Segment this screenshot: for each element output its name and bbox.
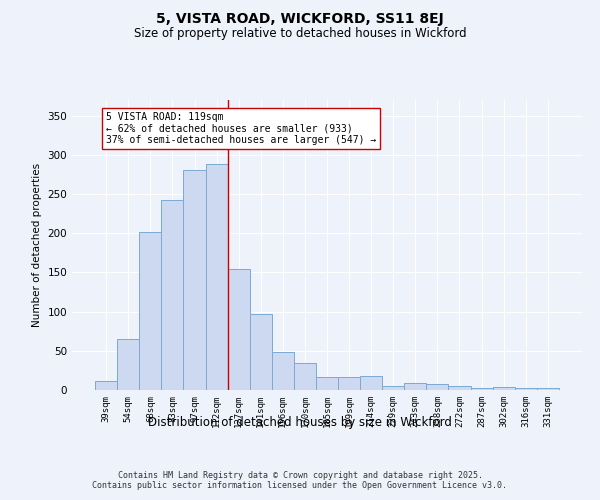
Bar — [338, 376, 360, 390]
Bar — [537, 388, 559, 390]
Bar — [184, 170, 206, 390]
Bar — [227, 270, 250, 390]
Bar — [294, 362, 316, 390]
Bar — [272, 352, 294, 390]
Bar — [404, 383, 427, 390]
Y-axis label: Number of detached properties: Number of detached properties — [32, 163, 42, 327]
Bar — [139, 232, 161, 390]
Bar — [470, 388, 493, 390]
Bar — [360, 376, 382, 390]
Text: 5, VISTA ROAD, WICKFORD, SS11 8EJ: 5, VISTA ROAD, WICKFORD, SS11 8EJ — [156, 12, 444, 26]
Text: Contains HM Land Registry data © Crown copyright and database right 2025.
Contai: Contains HM Land Registry data © Crown c… — [92, 470, 508, 490]
Text: Distribution of detached houses by size in Wickford: Distribution of detached houses by size … — [148, 416, 452, 429]
Text: 5 VISTA ROAD: 119sqm
← 62% of detached houses are smaller (933)
37% of semi-deta: 5 VISTA ROAD: 119sqm ← 62% of detached h… — [106, 112, 376, 145]
Bar — [427, 384, 448, 390]
Bar — [316, 376, 338, 390]
Bar — [95, 382, 117, 390]
Bar — [448, 386, 470, 390]
Bar — [117, 339, 139, 390]
Bar — [206, 164, 227, 390]
Bar — [250, 314, 272, 390]
Bar — [515, 388, 537, 390]
Text: Size of property relative to detached houses in Wickford: Size of property relative to detached ho… — [134, 28, 466, 40]
Bar — [382, 386, 404, 390]
Bar — [493, 387, 515, 390]
Bar — [161, 200, 184, 390]
